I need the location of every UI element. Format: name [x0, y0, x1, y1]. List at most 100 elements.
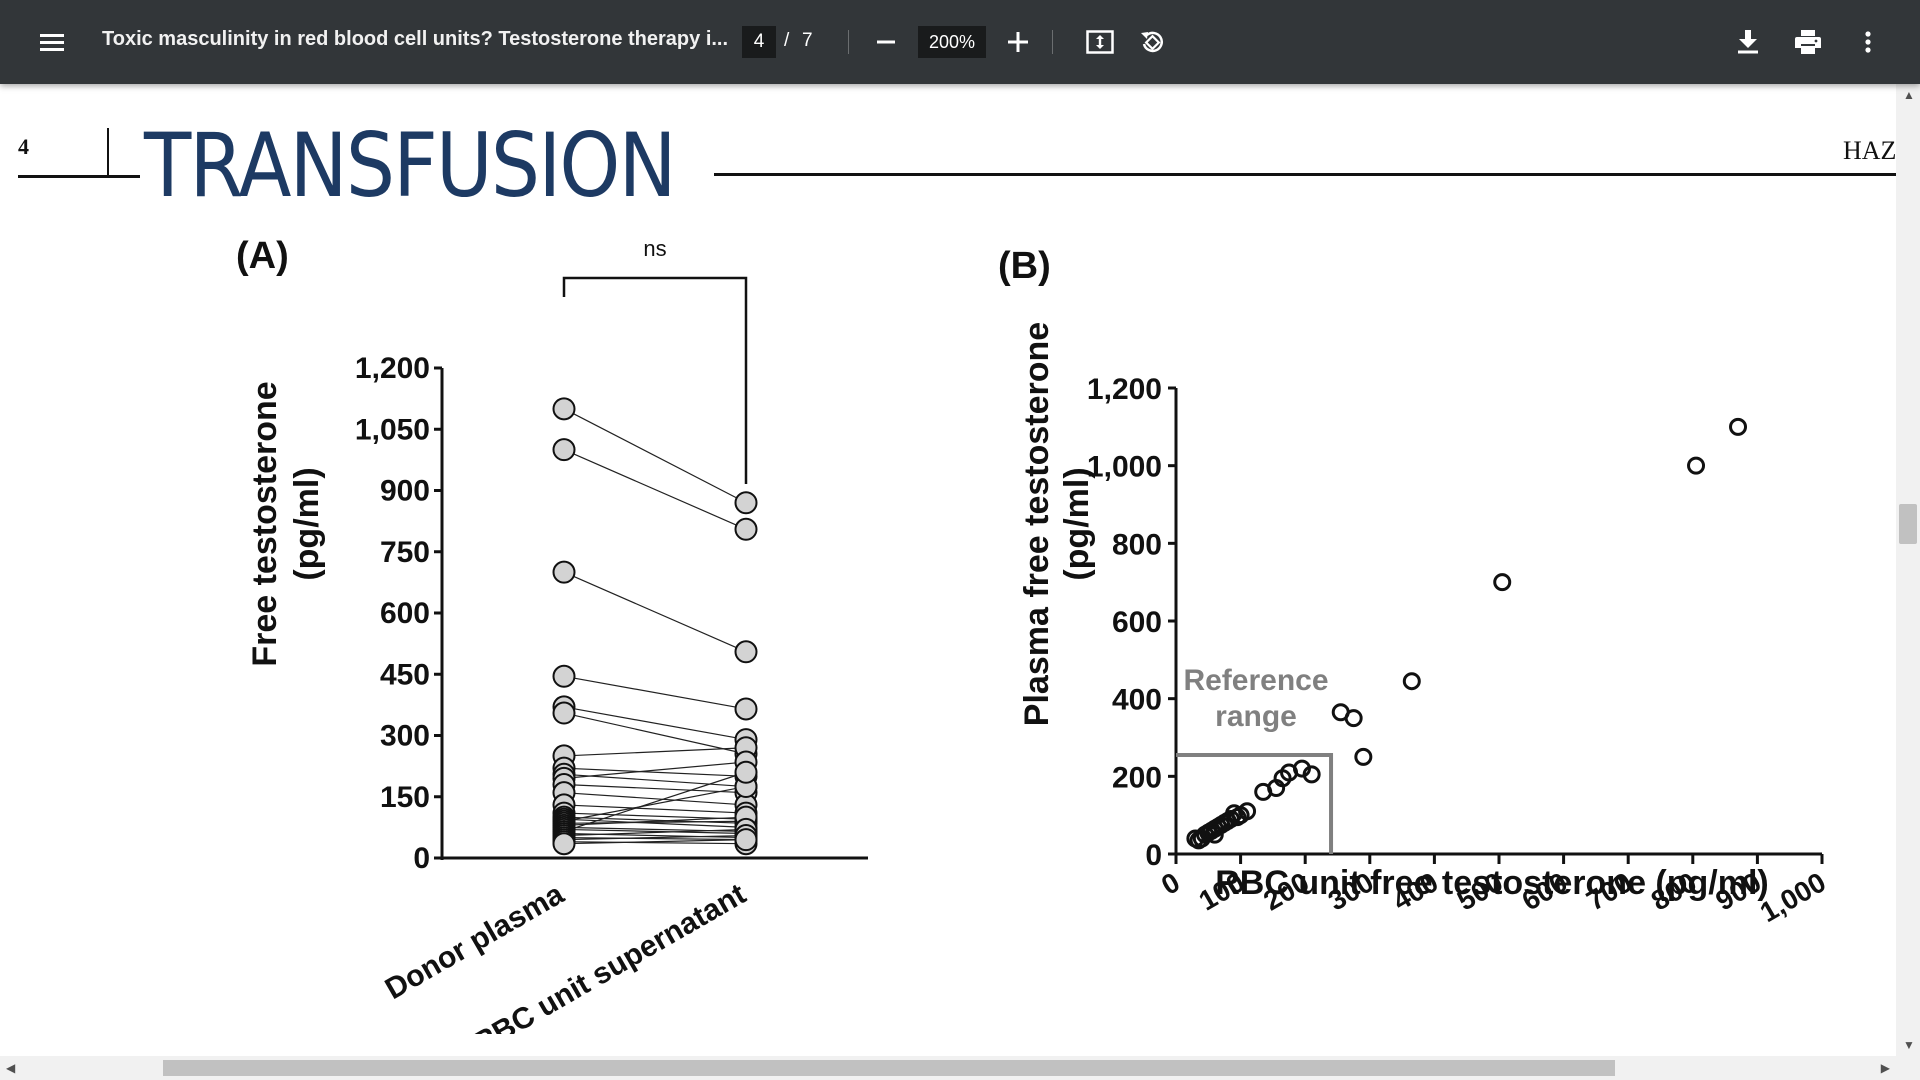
toolbar-divider [1052, 30, 1053, 54]
horizontal-scroll-thumb[interactable] [163, 1060, 1615, 1076]
data-point [1402, 672, 1421, 691]
data-point-rbc-supernatant [734, 640, 758, 664]
paired-line [563, 771, 747, 833]
figure-panel-a: (A) Free testosterone (pg/ml) ns 0 150 300… [236, 235, 868, 1034]
toolbar-divider [848, 30, 849, 54]
document-title: Toxic masculinity in red blood cell unit… [102, 28, 729, 50]
pdf-page: 4 TRANSFUSION HAZ (A) Free testosterone … [0, 84, 1896, 1056]
y-tick-label: 600 [380, 597, 430, 630]
paired-line [563, 761, 747, 779]
data-point-rbc-supernatant [734, 828, 758, 852]
data-point-donor-plasma [552, 701, 576, 725]
page-number: 4 [18, 134, 29, 159]
paired-line [563, 783, 747, 794]
x-axis-label: RBC unit free testosterone (pg/ml) [1215, 864, 1768, 902]
data-point-donor-plasma [552, 832, 576, 856]
y-tick-label: 200 [1112, 761, 1162, 794]
y-tick-label: 750 [380, 536, 430, 569]
y-tick-label: 400 [1112, 684, 1162, 717]
data-point-rbc-supernatant [734, 760, 758, 784]
data-point [1729, 417, 1748, 436]
scroll-up-icon[interactable]: ▲ [1903, 88, 1915, 102]
y-tick-label: 1,200 [355, 352, 430, 385]
paired-line [563, 816, 747, 824]
data-point [1344, 709, 1363, 728]
y-tick-label: 1,200 [1087, 373, 1162, 406]
download-icon[interactable] [1728, 22, 1768, 62]
more-options-icon[interactable] [1848, 22, 1888, 62]
data-point [1186, 829, 1205, 848]
y-tick-label: 600 [1112, 606, 1162, 639]
data-point-donor-plasma [552, 438, 576, 462]
data-point [1354, 747, 1373, 766]
paired-line [563, 828, 747, 837]
y-tick-label: 450 [380, 658, 430, 691]
data-point-donor-plasma [552, 397, 576, 421]
x-category-label: Donor plasma [380, 877, 570, 1006]
y-tick-label: 150 [380, 781, 430, 814]
header-rule-tick [107, 128, 109, 178]
data-point-rbc-supernatant [734, 697, 758, 721]
paired-line [563, 408, 747, 504]
paired-line [563, 818, 747, 828]
paired-line [563, 767, 747, 777]
page-separator: / [784, 30, 790, 51]
paired-line [563, 816, 747, 826]
reference-range-label: Reference [1183, 664, 1328, 697]
paired-line [563, 706, 747, 741]
zoom-in-icon[interactable] [1000, 22, 1036, 62]
zoom-level-input[interactable] [918, 26, 986, 58]
paired-line [563, 785, 747, 822]
y-axis-label: Free testosterone [246, 381, 284, 666]
y-axis-label: (pg/ml) [288, 467, 326, 580]
vertical-scroll-thumb[interactable] [1899, 504, 1917, 544]
page-count: 7 [802, 30, 813, 51]
paired-line [563, 836, 747, 841]
y-tick-label: 300 [380, 720, 430, 753]
print-icon[interactable] [1788, 22, 1828, 62]
y-tick-label: 1,050 [355, 413, 430, 446]
rotate-icon[interactable] [1132, 22, 1172, 62]
scroll-down-icon[interactable]: ▼ [1903, 1038, 1915, 1052]
header-rule-right [714, 173, 1896, 176]
y-tick-label: 0 [413, 842, 430, 875]
zoom-out-icon[interactable] [870, 22, 902, 62]
paired-line [563, 834, 747, 841]
y-tick-label: 800 [1112, 528, 1162, 561]
scroll-left-icon[interactable]: ◀ [6, 1061, 16, 1075]
data-point-rbc-supernatant [734, 491, 758, 515]
paired-line [563, 449, 747, 530]
y-tick-label: 0 [1145, 839, 1162, 872]
paired-line [563, 839, 747, 845]
panel-label: (A) [236, 235, 289, 277]
x-tick-label: 0 [1156, 866, 1185, 901]
data-point-rbc-supernatant [734, 517, 758, 541]
paired-line [563, 828, 747, 835]
data-point [1254, 782, 1273, 801]
paired-line [563, 675, 747, 710]
reference-range-box [1176, 752, 1334, 854]
fit-page-icon[interactable] [1080, 22, 1120, 62]
menu-icon[interactable] [32, 22, 72, 62]
paired-line [563, 571, 747, 653]
figure-panel-b: (B) Plasma free testosterone (pg/ml) RBC… [998, 245, 1831, 928]
horizontal-scrollbar[interactable]: ◀ ▶ [0, 1056, 1920, 1080]
paired-line [563, 792, 747, 806]
vertical-scrollbar[interactable]: ▲ ▼ [1896, 84, 1920, 1056]
scroll-right-icon[interactable]: ▶ [1880, 1061, 1890, 1075]
significance-label: ns [643, 236, 666, 261]
data-point [1493, 573, 1512, 592]
panel-label: (B) [998, 245, 1051, 287]
significance-bracket [562, 276, 748, 484]
y-tick-label: 900 [380, 475, 430, 508]
header-rule-left [18, 175, 140, 178]
paired-line [563, 841, 747, 845]
y-axis-label: Plasma free testosterone [1018, 322, 1056, 726]
data-point [1687, 456, 1706, 475]
page-number-input[interactable] [742, 26, 776, 58]
paired-line [563, 712, 747, 755]
pdf-toolbar: Toxic masculinity in red blood cell unit… [0, 0, 1920, 84]
data-point [1205, 825, 1224, 844]
paired-line [563, 820, 747, 824]
data-point-donor-plasma [552, 664, 576, 688]
